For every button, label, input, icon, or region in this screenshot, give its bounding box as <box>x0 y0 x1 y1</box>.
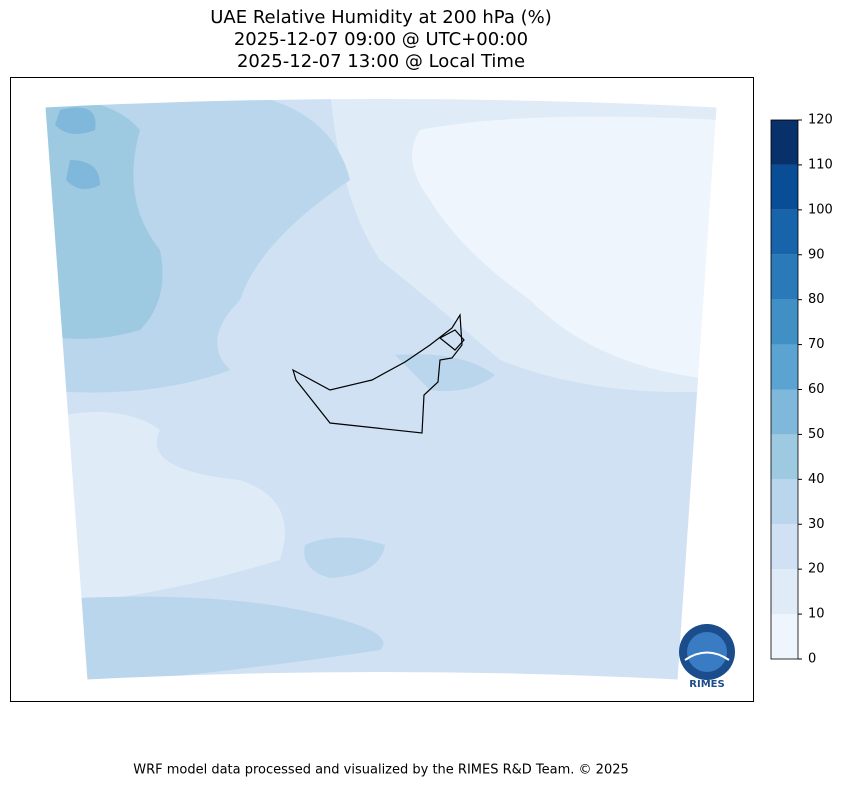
colorbar-tick-label: 120 <box>808 113 833 128</box>
colorbar-tick-label: 30 <box>808 517 825 532</box>
subtitle: 2025-12-07 13:00 @ Local Time <box>237 51 525 72</box>
title: UAE Relative Humidity at 200 hPa (%) <box>210 7 551 28</box>
colorbar-tick-label: 40 <box>808 472 825 487</box>
colorbar-tick-label: 110 <box>808 157 833 172</box>
colorbar-tick-label: 80 <box>808 292 825 307</box>
colorbar-segment <box>771 389 798 435</box>
colorbar-tick-label: 0 <box>808 652 816 667</box>
logo-text: RIMES <box>689 679 724 690</box>
colorbar-tick-label: 90 <box>808 247 825 262</box>
colorbar-segment <box>771 614 798 659</box>
colorbar-tick-label: 60 <box>808 382 825 397</box>
logo: RIMES <box>679 624 735 690</box>
subtitle: 2025-12-07 09:00 @ UTC+00:00 <box>234 29 528 50</box>
colorbar-tick-label: 10 <box>808 607 825 622</box>
colorbar-segment <box>771 434 798 480</box>
colorbar-segment <box>771 479 798 525</box>
colorbar-segment <box>771 164 798 210</box>
humidity-field <box>45 98 717 680</box>
colorbar-segment <box>771 120 798 165</box>
uae-border <box>292 313 465 434</box>
colorbar-tick-label: 20 <box>808 562 825 577</box>
colorbar-tick-label: 70 <box>808 337 825 352</box>
footer: WRF model data processed and visualized … <box>133 763 629 778</box>
colorbar-tick-label: 100 <box>808 202 833 217</box>
colorbar-segment <box>771 524 798 570</box>
colorbar-segment <box>771 254 798 300</box>
colorbar-tick-label: 50 <box>808 427 825 442</box>
colorbar-segment <box>771 569 798 615</box>
colorbar-segment <box>771 299 798 345</box>
domain-edge <box>44 98 718 681</box>
colorbar: 0 10 20 30 40 50 60 70 80 90 100 110 120 <box>770 113 833 667</box>
colorbar-segment <box>771 344 798 390</box>
colorbar-segment <box>771 209 798 255</box>
